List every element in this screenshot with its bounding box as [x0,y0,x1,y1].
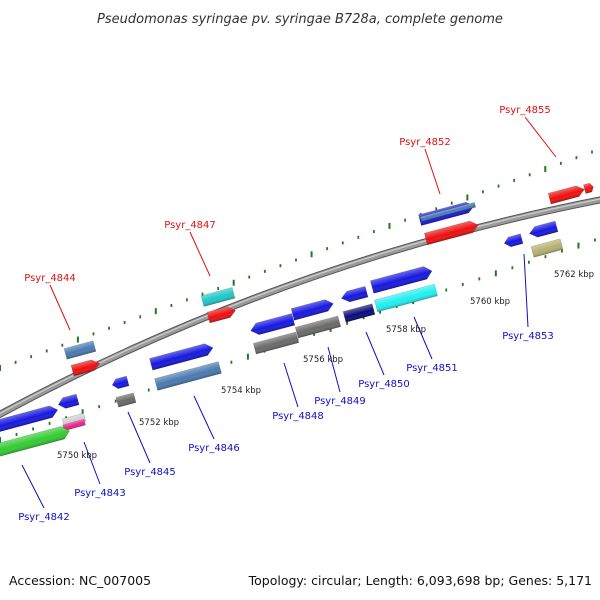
gene-arrow [115,392,137,408]
gene-arrow [154,361,222,391]
leader-line [283,362,299,408]
leader-line [424,148,441,195]
gene-arrow [547,185,585,205]
leader-line [524,116,557,158]
leader-line [49,284,71,331]
genome-summary-label: Topology: circular; Length: 6,093,698 bp… [248,573,592,588]
scale-label: 5752 kbp [139,418,179,428]
leader-line [193,395,215,440]
gene-label: Psyr_4855 [499,105,551,116]
gene-arrow [57,393,80,409]
scale-labels: 5750 kbp 5752 kbp 5754 kbp 5756 kbp 5758 kbp… [57,270,594,461]
gene-label: Psyr_4846 [188,443,240,454]
gene-arrow [252,331,300,355]
leader-line [365,331,385,376]
gene-label: Psyr_4843 [74,488,126,499]
gene-arrow [294,315,342,339]
gene-label: Psyr_4852 [399,137,451,148]
scale-label: 5754 kbp [221,386,261,396]
gene-arrow [419,201,477,223]
gene-arrow [149,343,214,371]
tick-marks [0,150,596,443]
gene-arrow [374,283,438,313]
leader-line [127,411,151,464]
gene-arrow [111,375,130,389]
gene-label: Psyr_4844 [24,273,76,284]
gene-label: Psyr_4847 [164,220,216,231]
gene-label: Psyr_4849 [314,396,366,407]
leader-line [21,464,45,509]
gene-arrow [70,359,100,377]
gene-label: Psyr_4850 [358,379,410,390]
leader-line [327,346,341,393]
gene-arrow [370,266,433,294]
scale-label: 5762 kbp [554,270,594,280]
gene-label: Psyr_4853 [502,331,554,342]
map-title: Pseudomonas syringae pv. syringae B728a,… [97,12,503,27]
gene-features [0,182,594,460]
gene-arrow [63,340,97,360]
gene-arrow [529,220,559,238]
gene-arrow [200,287,236,307]
scale-label: 5750 kbp [57,451,97,461]
accession-label: Accession: NC_007005 [9,573,151,588]
leader-line [83,441,101,485]
gene-arrow [583,182,594,194]
scale-label: 5756 kbp [303,355,343,365]
gene-label: Psyr_4845 [124,467,176,478]
leader-line [189,231,211,277]
gene-arrow [0,426,70,460]
gene-arrow [503,233,524,248]
gene-labels: Psyr_4844 Psyr_4847 Psyr_4852 Psyr_4855 Psyr… [18,105,557,523]
gene-arrow [250,313,296,335]
gene-arrow [340,285,369,303]
scale-label: 5760 kbp [470,297,510,307]
gene-arrow [423,220,479,246]
gene-arrow [61,412,87,428]
leader-line [523,253,529,328]
gene-arrow [290,299,334,321]
gene-arrow [0,405,59,437]
gene-label: Psyr_4851 [406,363,458,374]
gene-arrow [206,306,236,324]
gene-arrow [530,238,564,258]
leader-line [413,316,433,360]
gene-label: Psyr_4848 [272,411,324,422]
scale-label: 5758 kbp [386,325,426,335]
gene-arrow [342,303,376,323]
gene-label: Psyr_4842 [18,512,70,523]
